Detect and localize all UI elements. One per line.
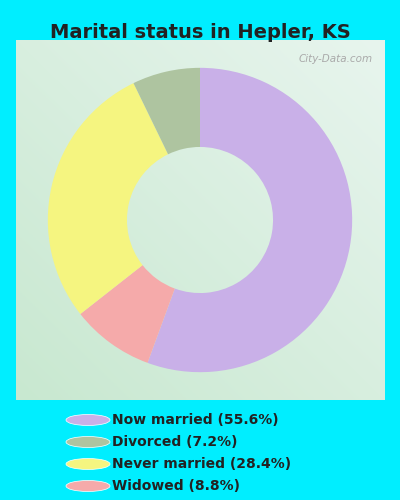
Wedge shape — [134, 68, 200, 154]
Circle shape — [66, 458, 110, 469]
Wedge shape — [148, 68, 352, 372]
Text: Divorced (7.2%): Divorced (7.2%) — [112, 435, 238, 449]
Wedge shape — [48, 83, 168, 314]
Text: Never married (28.4%): Never married (28.4%) — [112, 457, 291, 471]
Circle shape — [66, 480, 110, 492]
Circle shape — [66, 436, 110, 448]
Text: Marital status in Hepler, KS: Marital status in Hepler, KS — [50, 22, 350, 42]
Wedge shape — [80, 265, 175, 363]
Text: City-Data.com: City-Data.com — [299, 54, 373, 64]
Text: Now married (55.6%): Now married (55.6%) — [112, 413, 279, 427]
Circle shape — [66, 414, 110, 426]
Text: Widowed (8.8%): Widowed (8.8%) — [112, 479, 240, 493]
